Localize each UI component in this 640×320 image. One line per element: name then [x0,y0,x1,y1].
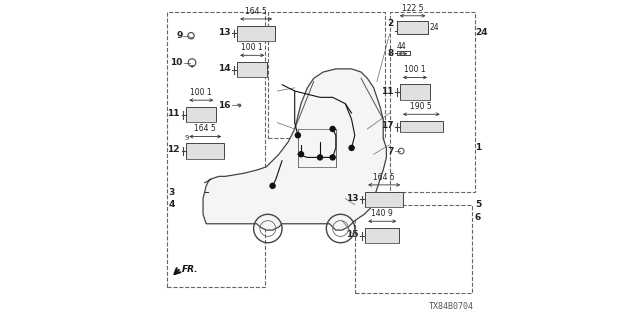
Text: 16: 16 [218,101,231,110]
Bar [397,21,428,34]
Text: FR.: FR. [182,265,198,274]
Bar [237,26,275,41]
Bar [365,228,399,244]
Circle shape [270,183,275,188]
Text: 15: 15 [346,230,359,239]
Text: 100 1: 100 1 [191,88,212,97]
Bar [237,62,268,77]
Bar [400,84,430,100]
Text: 13: 13 [346,194,359,203]
Bar [268,12,385,139]
PathPatch shape [203,69,387,230]
Text: 8: 8 [387,49,394,58]
Text: 11: 11 [168,109,180,118]
Text: 24: 24 [475,28,488,37]
Text: 122 5: 122 5 [402,4,424,12]
Text: 12: 12 [168,145,180,154]
Text: 100 1: 100 1 [404,65,426,74]
Text: 4: 4 [168,200,175,209]
Circle shape [330,155,335,160]
Text: TX84B0704: TX84B0704 [428,302,474,311]
Text: 9: 9 [185,135,189,141]
Text: 2: 2 [387,19,394,28]
Text: 13: 13 [218,28,231,37]
Bar [400,121,443,132]
Bar [355,205,472,293]
Bar [186,107,216,122]
Text: 6: 6 [475,213,481,222]
Bar [390,12,475,192]
Circle shape [349,145,354,150]
Text: 3: 3 [168,188,175,197]
Bar [186,143,224,159]
Text: 140 9: 140 9 [371,209,393,218]
Circle shape [330,126,335,132]
Text: 1: 1 [475,143,481,152]
Circle shape [295,133,300,138]
Text: 164 5: 164 5 [195,124,216,133]
Text: 164 5: 164 5 [245,7,267,16]
Text: 164 5: 164 5 [373,173,395,182]
Text: 7: 7 [387,147,394,156]
Bar [166,12,265,287]
Text: 9: 9 [176,31,182,40]
Text: 24: 24 [429,23,439,32]
Text: 190 5: 190 5 [410,102,432,111]
Circle shape [317,155,323,160]
Bar [365,192,403,207]
Text: 17: 17 [381,121,394,130]
Text: 44: 44 [397,42,406,51]
Text: 11: 11 [381,86,394,95]
Text: 5: 5 [475,200,481,209]
Text: 100 1: 100 1 [241,43,263,52]
Text: 10: 10 [170,58,182,67]
Circle shape [298,152,303,157]
Text: 14: 14 [218,64,231,73]
